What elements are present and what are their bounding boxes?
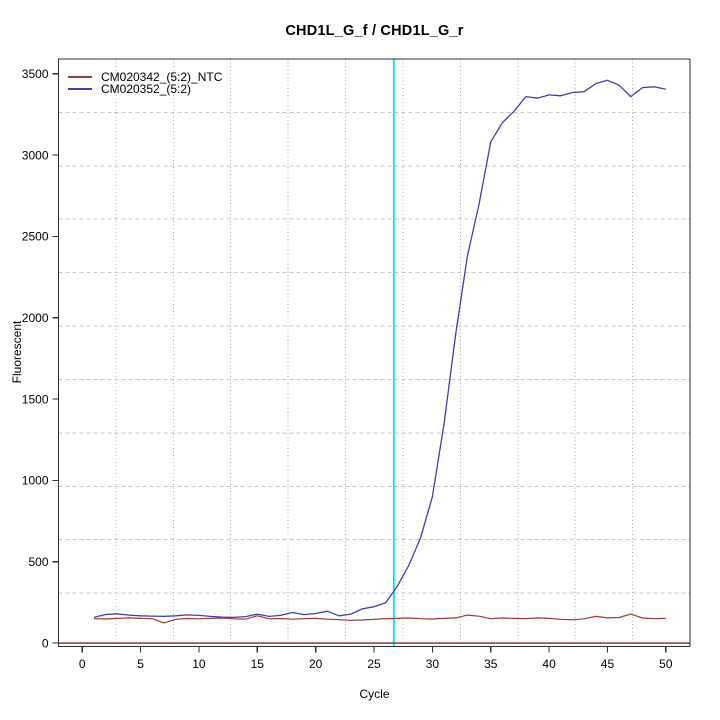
x-tick-label: 40: [542, 657, 556, 671]
y-axis-title: Fluorescent: [10, 320, 24, 384]
y-tick-label: 0: [42, 636, 49, 650]
x-tick-label: 0: [79, 657, 86, 671]
x-tick-label: 20: [309, 657, 323, 671]
legend-label-sample: CM020352_(5:2): [101, 82, 192, 96]
y-tick-label: 500: [28, 555, 48, 569]
legend-line-swatch-sample: [68, 88, 92, 90]
x-tick-label: 10: [192, 657, 206, 671]
y-tick-label: 2000: [22, 311, 49, 325]
x-tick-label: 25: [367, 657, 381, 671]
x-tick-label: 30: [426, 657, 440, 671]
x-tick-label: 15: [251, 657, 265, 671]
legend-line-swatch-ntc: [68, 76, 92, 78]
series-line-ntc: [93, 613, 666, 624]
y-tick-label: 1500: [22, 392, 49, 406]
y-tick-label: 2500: [22, 230, 49, 244]
x-tick-label: 50: [659, 657, 673, 671]
series-line-sample: [93, 79, 666, 619]
x-axis-title: Cycle: [359, 687, 390, 701]
x-tick-label: 45: [601, 657, 615, 671]
y-tick-label: 1000: [22, 474, 49, 488]
y-tick-label: 3000: [22, 148, 49, 162]
x-tick-label: 35: [484, 657, 498, 671]
legend-item-sample: CM020352_(5:2): [68, 83, 222, 95]
plot-border: [57, 58, 691, 648]
chart-title: CHD1L_G_f / CHD1L_G_r: [285, 23, 464, 39]
y-tick-label: 3500: [22, 67, 49, 81]
legend: CM020342_(5:2)_NTC CM020352_(5:2): [68, 71, 222, 95]
x-tick-label: 5: [137, 657, 144, 671]
legend-item-ntc: CM020342_(5:2)_NTC: [68, 71, 222, 83]
legend-label-ntc: CM020342_(5:2)_NTC: [101, 70, 223, 84]
